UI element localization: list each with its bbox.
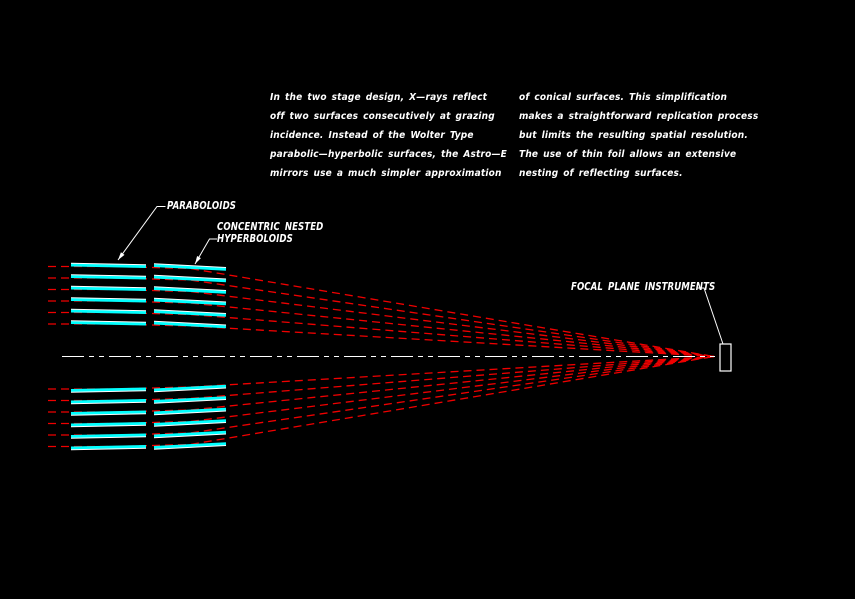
hyperboloid-mirror-edge xyxy=(153,263,227,268)
hyperboloid-mirror-segment xyxy=(153,384,227,392)
hyperboloid-mirror-segment xyxy=(153,287,227,294)
paraboloid-mirror-segment xyxy=(70,309,147,314)
hyperboloid-mirror-edge xyxy=(153,309,227,314)
paraboloid-mirror-edge xyxy=(70,413,147,416)
label-focal-plane-instruments: FOCAL PLANE INSTRUMENTS xyxy=(571,280,716,293)
xray-path xyxy=(48,300,715,358)
text-line: but limits the resulting spatial resolut… xyxy=(519,130,748,141)
hyperboloid-mirror-edge xyxy=(153,320,227,326)
paraboloid-mirror-segment xyxy=(70,399,147,404)
hyperboloid-mirror-segment xyxy=(153,407,227,415)
leader-arrowhead xyxy=(118,252,125,260)
text-line: makes a straightforward replication proc… xyxy=(519,111,759,122)
text-line: mirrors use a much simpler approximation xyxy=(270,168,502,179)
hyperboloid-mirror-segment xyxy=(153,442,227,449)
hyperboloid-mirror-segment xyxy=(153,419,227,426)
text-line: incidence. Instead of the Wolter Type xyxy=(270,130,474,141)
leader-focal_plane xyxy=(697,287,724,345)
focal-plane-box xyxy=(719,343,732,372)
paraboloid-mirror-segment xyxy=(70,445,147,450)
paraboloid-mirror-segment xyxy=(70,298,147,303)
hyperboloid-mirror-edge xyxy=(153,399,227,404)
hyperboloid-mirror-segment xyxy=(153,298,227,306)
intro-paragraph-right: of conical surfaces. This simplification… xyxy=(519,88,758,183)
paraboloid-mirror-edge xyxy=(70,424,147,428)
hyperboloid-mirror-edge xyxy=(153,286,227,291)
hyperboloid-mirror-edge xyxy=(153,297,227,303)
label-hyperboloids: CONCENTRIC NESTED HYPERBOLOIDS xyxy=(217,221,323,245)
paraboloid-mirror-segment xyxy=(70,263,147,268)
paraboloid-mirror-segment xyxy=(70,433,147,438)
label-hyperboloids-line1: CONCENTRIC NESTED xyxy=(217,220,324,233)
hyperboloid-mirror-segment xyxy=(153,430,227,438)
xray-path xyxy=(48,355,715,448)
hyperboloid-mirror-edge xyxy=(153,387,227,393)
paraboloid-mirror-segment xyxy=(70,422,147,427)
paraboloid-mirror-edge xyxy=(70,320,147,323)
hyperboloid-mirror-edge xyxy=(153,410,227,416)
paraboloid-mirror-segment xyxy=(70,321,147,326)
text-line: In the two stage design, X—rays reflect xyxy=(270,92,488,103)
leader-arrowhead xyxy=(195,255,201,264)
paraboloid-mirror-edge xyxy=(70,297,147,300)
hyperboloid-mirror-edge xyxy=(153,422,227,427)
hyperboloid-mirror-edge xyxy=(153,445,227,450)
xray-path xyxy=(48,355,715,425)
intro-paragraph-left: In the two stage design, X—rays reflect … xyxy=(270,88,507,183)
paraboloid-mirror-edge xyxy=(70,401,147,405)
paraboloid-mirror-edge xyxy=(70,274,147,277)
label-paraboloids: PARABOLOIDS xyxy=(167,199,237,212)
text-line: parabolic—hyperbolic surfaces, the Astro… xyxy=(270,149,507,160)
paraboloid-mirror-edge xyxy=(70,390,147,393)
hyperboloid-mirror-segment xyxy=(153,321,227,329)
paraboloid-mirror-edge xyxy=(70,285,147,289)
paraboloid-mirror-segment xyxy=(70,410,147,415)
xray-path xyxy=(48,355,715,436)
text-line: The use of thin foil allows an extensive xyxy=(519,149,737,160)
label-hyperboloids-line2: HYPERBOLOIDS xyxy=(217,232,293,245)
hyperboloid-mirror-segment xyxy=(153,275,227,283)
xray-path xyxy=(48,288,715,358)
paraboloid-mirror-segment xyxy=(70,387,147,392)
paraboloid-mirror-edge xyxy=(70,447,147,451)
hyperboloid-mirror-edge xyxy=(153,274,227,280)
leader-hyperboloids xyxy=(194,238,217,265)
paraboloid-mirror-segment xyxy=(70,275,147,280)
hyperboloid-mirror-segment xyxy=(153,310,227,317)
paraboloid-mirror-edge xyxy=(70,308,147,312)
xray-path xyxy=(48,355,715,413)
text-line: off two surfaces consecutively at grazin… xyxy=(270,111,495,122)
paraboloid-mirror-segment xyxy=(70,286,147,291)
xray-path xyxy=(48,311,715,358)
xray-path xyxy=(48,355,715,402)
hyperboloid-mirror-edge xyxy=(153,433,227,439)
text-line: of conical surfaces. This simplification xyxy=(519,92,728,103)
hyperboloid-mirror-segment xyxy=(153,264,227,271)
paraboloid-mirror-edge xyxy=(70,436,147,439)
hyperboloid-mirror-segment xyxy=(153,396,227,403)
paraboloid-mirror-edge xyxy=(70,262,147,266)
leader-paraboloids xyxy=(117,206,166,261)
text-line: nesting of reflecting surfaces. xyxy=(519,168,683,179)
